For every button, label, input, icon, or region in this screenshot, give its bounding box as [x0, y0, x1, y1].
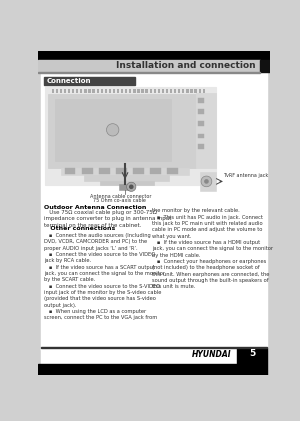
Bar [97, 89, 99, 93]
Bar [178, 89, 180, 93]
Bar [198, 98, 204, 103]
Text: TvRF antenna jack: TvRF antenna jack [224, 173, 269, 178]
Bar [129, 89, 131, 93]
Bar [38, 51, 270, 60]
Bar [202, 89, 205, 93]
Bar [162, 89, 164, 93]
Bar [61, 168, 189, 175]
Circle shape [106, 124, 119, 136]
Bar [133, 89, 136, 93]
Text: Connection: Connection [47, 78, 91, 84]
Bar [68, 89, 70, 93]
Bar [44, 77, 135, 85]
Bar [198, 134, 204, 139]
Text: HYUNDAI: HYUNDAI [192, 350, 231, 359]
Bar [196, 93, 216, 168]
Bar [76, 89, 78, 93]
Text: 75 Ohm co-axis cable: 75 Ohm co-axis cable [93, 198, 146, 203]
Bar [116, 168, 127, 174]
Bar [133, 168, 144, 174]
Bar [38, 60, 260, 72]
Bar [158, 89, 160, 93]
Bar [52, 89, 54, 93]
Bar [40, 73, 267, 350]
Bar [150, 168, 161, 174]
Circle shape [127, 182, 136, 192]
Bar [88, 89, 91, 93]
Bar [82, 168, 92, 174]
Bar [199, 89, 201, 93]
Bar [48, 94, 196, 168]
Bar [117, 89, 119, 93]
Bar [109, 89, 111, 93]
Bar [260, 60, 270, 72]
Bar [186, 89, 188, 93]
Bar [182, 89, 184, 93]
Bar [38, 72, 260, 73]
Text: 5: 5 [249, 349, 255, 358]
Bar [194, 89, 197, 93]
Bar [150, 89, 152, 93]
Text: Outdoor Antenna Connection: Outdoor Antenna Connection [44, 205, 146, 210]
Bar [84, 175, 169, 181]
Bar [100, 181, 154, 185]
Bar [64, 89, 66, 93]
Bar [72, 89, 74, 93]
Bar [166, 89, 168, 93]
Bar [141, 89, 144, 93]
Bar [137, 89, 140, 93]
Bar [190, 89, 193, 93]
Bar [55, 99, 171, 161]
Bar [154, 89, 156, 93]
Bar [92, 89, 95, 93]
Bar [45, 88, 216, 185]
Bar [198, 144, 204, 149]
Bar [38, 364, 238, 375]
Bar [56, 89, 58, 93]
Bar [167, 168, 178, 174]
Bar [125, 89, 127, 93]
Text: Other connections: Other connections [44, 226, 115, 231]
Text: ▪  Connect the audio sources (Including
DVD, VCDR, CAMCORDER and PC) to the
prop: ▪ Connect the audio sources (Including D… [44, 233, 165, 320]
Bar [119, 184, 131, 190]
Bar [238, 348, 267, 375]
Circle shape [204, 179, 209, 184]
Bar [113, 89, 115, 93]
Bar [146, 89, 148, 93]
Bar [80, 89, 83, 93]
Bar [84, 89, 87, 93]
Text: Antenna cable connector: Antenna cable connector [90, 194, 152, 199]
Bar [170, 89, 172, 93]
Bar [198, 109, 204, 114]
Bar [60, 89, 62, 93]
Bar [121, 89, 123, 93]
Bar [200, 172, 216, 191]
Bar [99, 168, 110, 174]
Bar [198, 121, 204, 126]
Text: the monitor by the relevant cable.
   ▪  This unit has PC audio in jack. Connect: the monitor by the relevant cable. ▪ Thi… [152, 208, 273, 289]
Bar [105, 89, 107, 93]
Bar [174, 89, 176, 93]
Bar [40, 348, 238, 365]
Circle shape [201, 176, 212, 187]
Circle shape [129, 184, 134, 189]
Bar [100, 89, 103, 93]
Text: Installation and connection: Installation and connection [116, 61, 256, 70]
Text: Use 75Ω coaxial cable plug or 300-75Ω
impedance converter to plug in antenna inp: Use 75Ω coaxial cable plug or 300-75Ω im… [44, 210, 171, 228]
Bar [64, 168, 76, 174]
Bar [40, 347, 267, 348]
